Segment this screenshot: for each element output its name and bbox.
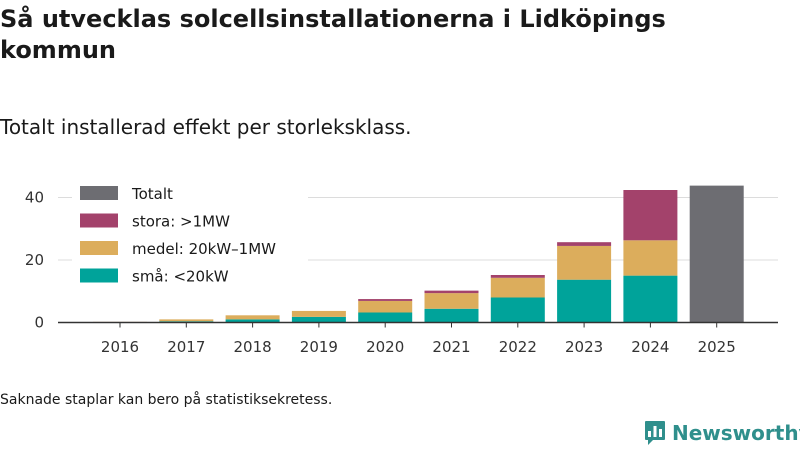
bar-2017-medel: [159, 319, 214, 322]
chart-subtitle: Totalt installerad effekt per storlekskl…: [0, 115, 412, 139]
newsworthy-logo: Newsworthy: [644, 420, 800, 446]
x-tick-label-2022: 2022: [499, 338, 537, 356]
y-tick-label-20: 20: [25, 251, 44, 269]
newsworthy-chart-icon: [645, 421, 665, 445]
bar-2021-små: [424, 308, 479, 323]
bar-2025-totalt: [689, 185, 744, 323]
bar-2019-medel: [291, 310, 346, 317]
bar-2021-stora: [424, 290, 479, 294]
bar-2020-stora: [358, 299, 413, 301]
bar-2018-medel: [225, 315, 280, 320]
y-tick-label-40: 40: [25, 189, 44, 207]
bar-2018-små: [225, 319, 280, 323]
x-tick-label-2019: 2019: [300, 338, 338, 356]
x-tick-labels: 2016 2017 2018 2019 2020 2021 2022 2023 2024 2025: [101, 322, 736, 356]
bars: [93, 185, 744, 323]
legend-label-2: medel: 20kW–1MW: [132, 240, 276, 258]
logo-text: Newsworthy: [672, 421, 800, 445]
legend: Totalt stora: >1MW medel: 20kW–1MW små: <20…: [72, 180, 308, 292]
bar-2019-små: [291, 316, 346, 323]
legend-label-0: Totalt: [131, 185, 173, 203]
x-tick-label-2024: 2024: [631, 338, 669, 356]
x-tick-label-2025: 2025: [698, 338, 736, 356]
bar-2024-små: [623, 275, 678, 323]
legend-label-3: små: <20kW: [132, 268, 229, 286]
bar-2024-medel: [623, 240, 678, 276]
x-tick-label-2017: 2017: [167, 338, 205, 356]
legend-swatch-2: [80, 241, 118, 255]
legend-label-1: stora: >1MW: [132, 213, 230, 231]
legend-swatch-1: [80, 213, 118, 228]
bar-2020-små: [358, 312, 413, 323]
footnote: Saknade staplar kan bero på statistiksek…: [0, 392, 333, 408]
bar-2022-medel: [490, 277, 545, 298]
x-tick-label-2021: 2021: [432, 338, 470, 356]
bar-2023-medel: [557, 245, 612, 280]
legend-swatch-3: [80, 268, 118, 283]
x-tick-label-2020: 2020: [366, 338, 404, 356]
x-tick-label-2018: 2018: [234, 338, 272, 356]
chart-title: Så utvecklas solcellsinstallationerna i …: [0, 5, 666, 64]
legend-swatch-0: [80, 186, 118, 200]
bar-2022-små: [490, 297, 545, 323]
bar-2022-stora: [490, 275, 545, 278]
x-tick-label-2016: 2016: [101, 338, 139, 356]
bar-2024-stora: [623, 190, 678, 241]
bar-2020-medel: [358, 300, 413, 313]
bar-2021-medel: [424, 293, 479, 309]
y-tick-label-0: 0: [34, 314, 44, 332]
bar-2023-stora: [557, 242, 612, 246]
bar-2023-små: [557, 279, 612, 323]
y-tick-labels: 0 20 40: [25, 189, 44, 332]
x-tick-label-2023: 2023: [565, 338, 603, 356]
